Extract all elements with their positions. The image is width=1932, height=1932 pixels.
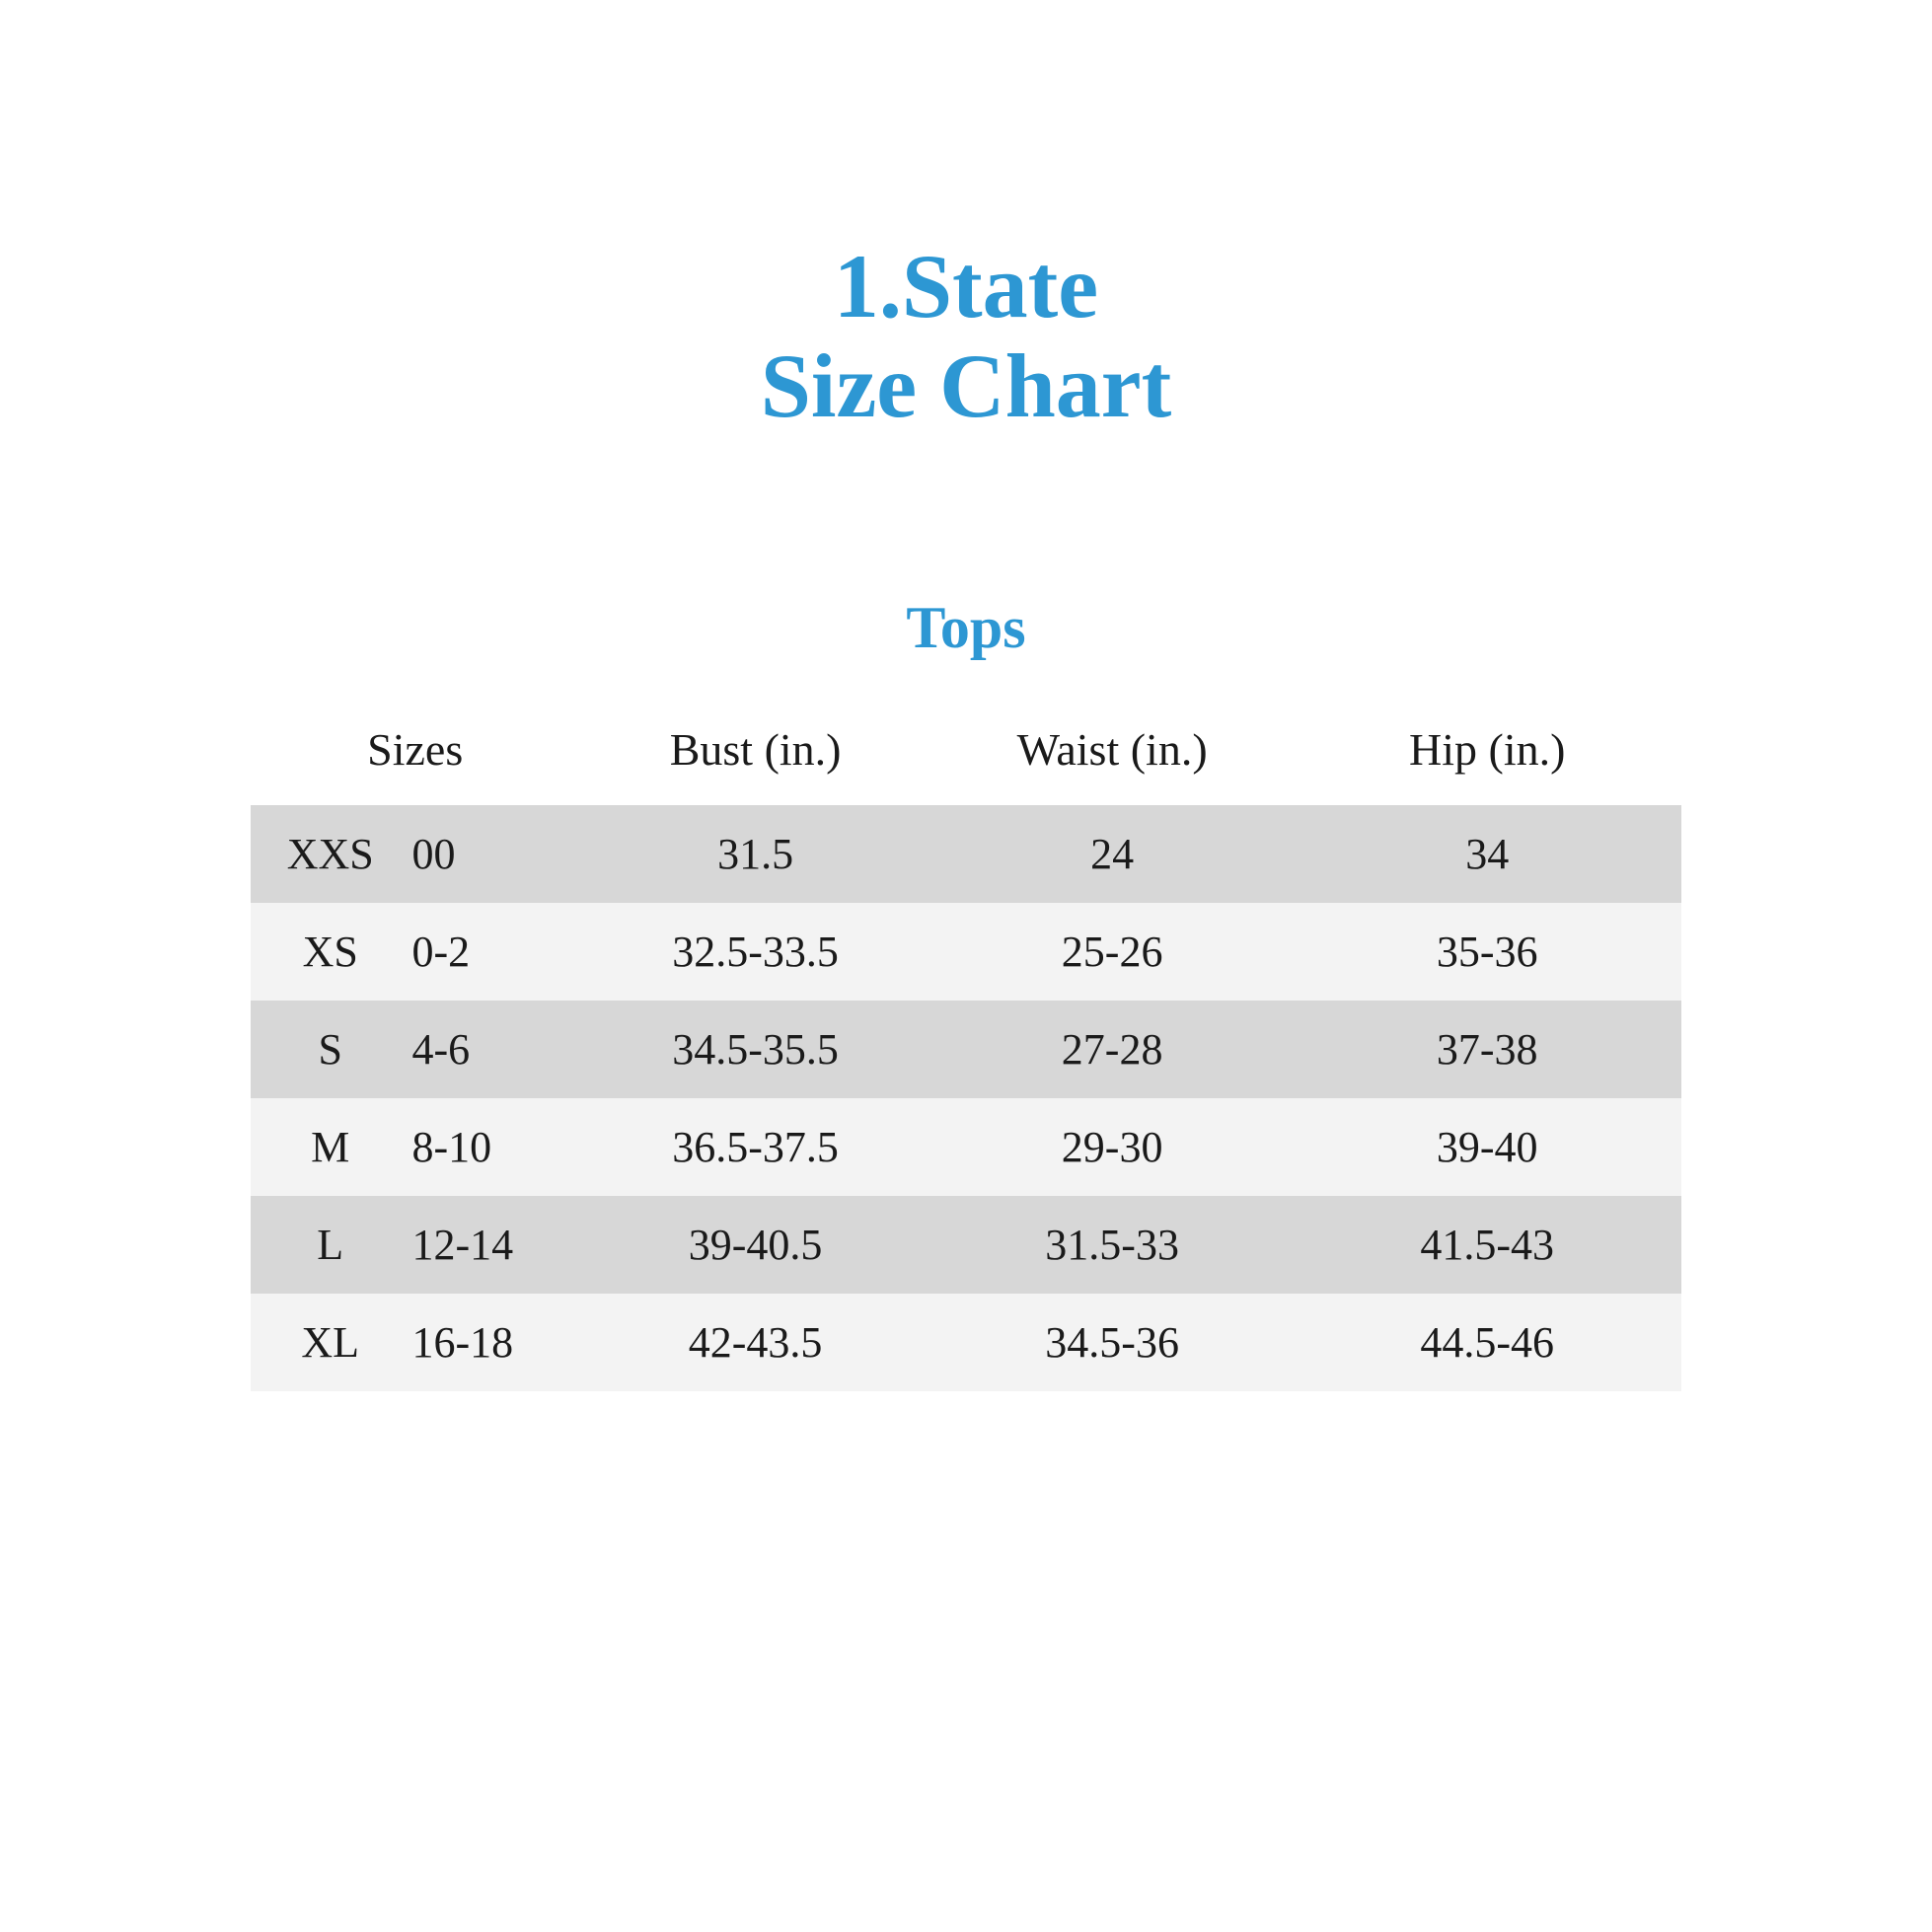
col-header-bust: Bust (in.): [579, 702, 930, 805]
cell-hip: 44.5-46: [1293, 1294, 1681, 1391]
cell-size-num: 00: [402, 805, 579, 903]
table-row: M 8-10 36.5-37.5 29-30 39-40: [251, 1098, 1681, 1196]
col-header-sizes: Sizes: [251, 702, 579, 805]
cell-size-label: XL: [251, 1294, 402, 1391]
section-title: Tops: [0, 594, 1932, 662]
col-header-hip: Hip (in.): [1293, 702, 1681, 805]
size-table-container: Sizes Bust (in.) Waist (in.) Hip (in.) X…: [251, 702, 1681, 1391]
table-header-row: Sizes Bust (in.) Waist (in.) Hip (in.): [251, 702, 1681, 805]
cell-hip: 37-38: [1293, 1001, 1681, 1098]
title-line-2: Size Chart: [761, 335, 1171, 436]
cell-bust: 34.5-35.5: [579, 1001, 930, 1098]
size-table: Sizes Bust (in.) Waist (in.) Hip (in.) X…: [251, 702, 1681, 1391]
cell-hip: 41.5-43: [1293, 1196, 1681, 1294]
cell-waist: 31.5-33: [931, 1196, 1294, 1294]
page-title: 1.State Size Chart: [0, 237, 1932, 436]
cell-hip: 39-40: [1293, 1098, 1681, 1196]
cell-size-num: 12-14: [402, 1196, 579, 1294]
size-chart-page: 1.State Size Chart Tops Sizes Bust (in.)…: [0, 0, 1932, 1932]
cell-size-label: L: [251, 1196, 402, 1294]
cell-size-label: M: [251, 1098, 402, 1196]
table-row: XS 0-2 32.5-33.5 25-26 35-36: [251, 903, 1681, 1001]
col-header-waist: Waist (in.): [931, 702, 1294, 805]
cell-bust: 39-40.5: [579, 1196, 930, 1294]
cell-waist: 24: [931, 805, 1294, 903]
cell-size-label: XS: [251, 903, 402, 1001]
cell-waist: 34.5-36: [931, 1294, 1294, 1391]
cell-size-num: 8-10: [402, 1098, 579, 1196]
table-row: XL 16-18 42-43.5 34.5-36 44.5-46: [251, 1294, 1681, 1391]
cell-waist: 25-26: [931, 903, 1294, 1001]
cell-waist: 29-30: [931, 1098, 1294, 1196]
title-line-1: 1.State: [834, 236, 1098, 336]
table-row: S 4-6 34.5-35.5 27-28 37-38: [251, 1001, 1681, 1098]
cell-hip: 34: [1293, 805, 1681, 903]
table-row: L 12-14 39-40.5 31.5-33 41.5-43: [251, 1196, 1681, 1294]
table-row: XXS 00 31.5 24 34: [251, 805, 1681, 903]
cell-size-label: S: [251, 1001, 402, 1098]
cell-bust: 31.5: [579, 805, 930, 903]
cell-size-num: 0-2: [402, 903, 579, 1001]
cell-bust: 32.5-33.5: [579, 903, 930, 1001]
cell-waist: 27-28: [931, 1001, 1294, 1098]
cell-size-num: 4-6: [402, 1001, 579, 1098]
cell-bust: 36.5-37.5: [579, 1098, 930, 1196]
cell-bust: 42-43.5: [579, 1294, 930, 1391]
cell-size-label: XXS: [251, 805, 402, 903]
cell-hip: 35-36: [1293, 903, 1681, 1001]
cell-size-num: 16-18: [402, 1294, 579, 1391]
